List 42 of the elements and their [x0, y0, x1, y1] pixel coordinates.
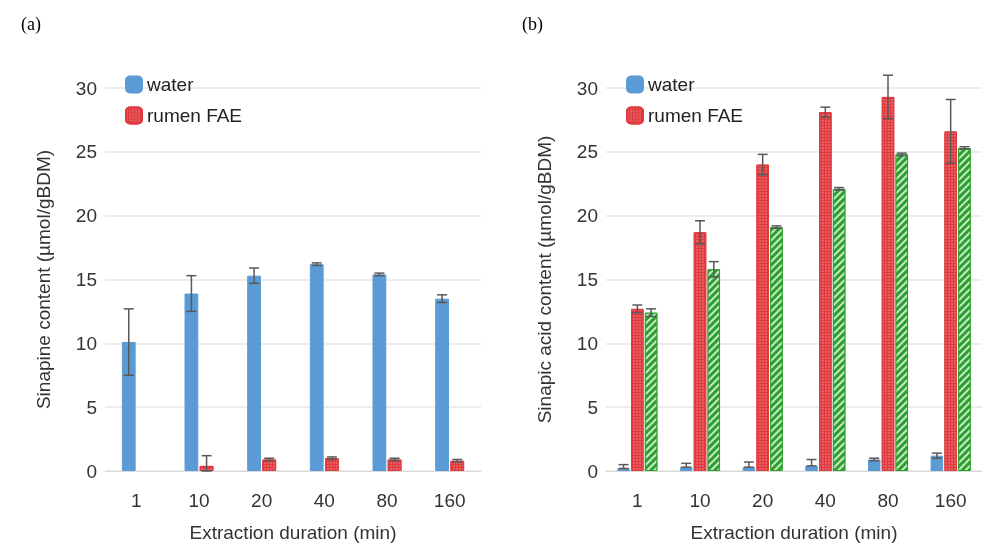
x-tick-label: 1 [131, 490, 142, 511]
legend-label: rumen FAE [147, 105, 243, 126]
x-tick-label: 160 [934, 490, 967, 511]
chart-title: (b) [522, 14, 543, 35]
x-tick-label: 10 [689, 490, 711, 511]
x-axis-title: Extraction duration (min) [690, 522, 898, 543]
x-tick-label: 80 [877, 490, 899, 511]
x-axis-title: Extraction duration (min) [189, 522, 397, 543]
y-tick-label: 0 [587, 460, 598, 482]
y-tick-label: 5 [587, 396, 598, 418]
x-tick-label: 20 [752, 490, 774, 511]
y-tick-label: 5 [86, 396, 97, 418]
x-tick-label: 20 [251, 490, 273, 511]
x-tick-label: 40 [814, 490, 836, 511]
y-tick-label: 15 [75, 269, 97, 290]
y-axis-title: Sinapic acid content (µmol/gBDM) [534, 135, 555, 424]
x-tick-label: 1 [632, 490, 643, 511]
bar [121, 342, 136, 471]
bar [309, 264, 324, 471]
y-tick-label: 25 [576, 141, 598, 163]
y-tick-label: 15 [576, 269, 598, 290]
bar [435, 298, 449, 471]
chart-title: (a) [21, 14, 41, 35]
bar [247, 275, 261, 471]
legend-label: water [647, 74, 696, 95]
legend-label: rumen FAE [648, 105, 744, 126]
x-tick-label: 40 [313, 490, 335, 511]
y-tick-label: 0 [86, 460, 97, 482]
x-tick-label: 80 [376, 490, 398, 511]
bar [372, 274, 387, 471]
x-tick-label: 160 [433, 490, 466, 511]
y-tick-label: 30 [75, 77, 97, 99]
y-tick-label: 25 [75, 141, 97, 163]
y-tick-label: 10 [576, 332, 598, 354]
y-tick-label: 10 [75, 332, 97, 354]
y-tick-label: 30 [576, 77, 598, 99]
legend-label: water [146, 74, 195, 95]
x-tick-label: 10 [188, 490, 210, 511]
y-tick-label: 20 [576, 205, 598, 227]
y-axis-title: Sinapine content (µmol/gBDM) [33, 149, 54, 410]
y-tick-label: 20 [75, 205, 97, 227]
bar [184, 293, 199, 471]
